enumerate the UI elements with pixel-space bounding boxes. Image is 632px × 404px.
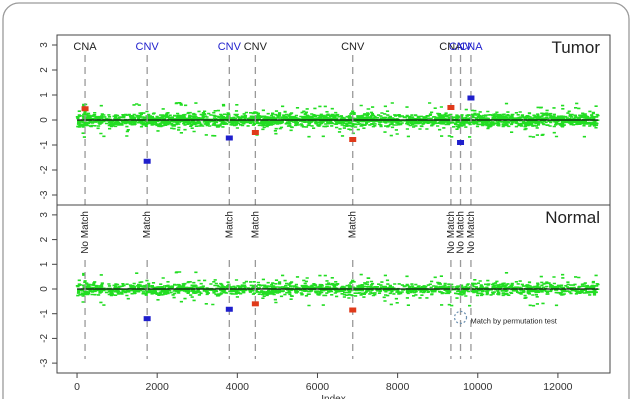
tumor-y-tick-label: -1 (39, 140, 50, 149)
tumor-segment-mean (349, 137, 357, 142)
tumor-marker-label: CNV (449, 41, 473, 53)
normal-marker-label: No Match (80, 211, 91, 254)
x-axis-label: Index (321, 394, 345, 399)
x-tick-label: 4000 (226, 381, 250, 393)
normal-marker-label: Match (348, 211, 359, 238)
x-tick-label: 6000 (306, 381, 330, 393)
normal-y-tick-label: 2 (39, 236, 50, 242)
tumor-segment-mean (467, 95, 475, 101)
tumor-segment-mean (251, 130, 259, 135)
normal-panel-title: Normal (545, 208, 600, 227)
tumor-marker-label: CNA (73, 41, 97, 53)
normal-segment-mean (251, 301, 259, 307)
tumor-y-tick-label: 0 (39, 117, 50, 123)
normal-marker-label: Match (224, 211, 235, 238)
tumor-marker-label: CNA (459, 41, 483, 53)
tumor-marker-label: CNV (341, 41, 365, 53)
tumor-marker-label: CNV (218, 41, 242, 53)
normal-marker-label: No Match (456, 211, 467, 254)
permutation-circle (453, 310, 468, 325)
tumor-y-tick-label: 3 (39, 42, 50, 48)
x-tick-label: 0 (74, 381, 80, 393)
tumor-y-tick-label: 1 (39, 92, 50, 98)
tumor-segment-mean (447, 105, 455, 110)
x-tick-label: 8000 (386, 381, 410, 393)
normal-segment-mean (143, 316, 151, 322)
normal-marker-label: No Match (446, 211, 457, 254)
tumor-y-tick-label: 2 (39, 67, 50, 73)
permutation-annotation: Match by permutation test (471, 316, 558, 325)
x-tick-label: 2000 (146, 381, 170, 393)
normal-marker-label: Match (142, 211, 153, 238)
normal-segment-mean (225, 306, 233, 312)
normal-y-tick-label: 0 (39, 286, 50, 292)
tumor-segment-mean (143, 158, 151, 164)
normal-y-tick-label: -2 (39, 334, 50, 343)
tumor-panel-title: Tumor (552, 38, 601, 57)
tumor-y-tick-label: -3 (39, 190, 50, 199)
tumor-marker-label: CNV (244, 41, 268, 53)
x-tick-label: 12000 (543, 381, 572, 393)
normal-y-tick-label: -3 (39, 358, 50, 367)
normal-y-tick-label: 3 (39, 212, 50, 218)
normal-y-tick-label: 1 (39, 261, 50, 267)
normal-marker-label: No Match (466, 211, 477, 254)
x-tick-label: 10000 (463, 381, 492, 393)
tumor-segment-mean (81, 106, 89, 112)
normal-marker-label: Match (250, 211, 261, 238)
tumor-y-tick-label: -2 (39, 165, 50, 174)
tumor-marker-label: CNV (136, 41, 160, 53)
tumor-marker-label: CNA (439, 41, 463, 53)
normal-y-tick-label: -1 (39, 309, 50, 318)
normal-segment-mean (349, 307, 357, 313)
tumor-segment-mean (225, 135, 233, 141)
tumor-segment-mean (457, 140, 465, 145)
